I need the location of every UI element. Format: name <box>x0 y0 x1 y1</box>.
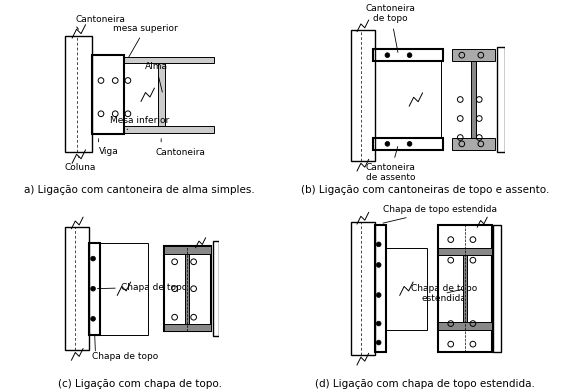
Circle shape <box>407 53 412 58</box>
Text: Alma: Alma <box>145 62 168 92</box>
Text: mesa superior: mesa superior <box>113 24 177 57</box>
Circle shape <box>385 142 390 146</box>
Bar <box>100 243 148 335</box>
Bar <box>452 49 495 62</box>
Bar <box>463 255 467 322</box>
Bar <box>375 225 386 352</box>
Bar <box>164 246 211 254</box>
Bar <box>351 222 375 355</box>
Text: (b) Ligação com cantoneiras de topo e assento.: (b) Ligação com cantoneiras de topo e as… <box>301 185 549 195</box>
Bar <box>65 227 89 351</box>
Circle shape <box>377 340 381 345</box>
Circle shape <box>385 53 390 58</box>
Bar <box>65 36 92 152</box>
Text: Mesa inferior: Mesa inferior <box>110 115 169 129</box>
Circle shape <box>377 262 381 267</box>
Text: Chapa de topo estendida: Chapa de topo estendida <box>383 205 497 223</box>
Circle shape <box>377 292 381 298</box>
Bar <box>375 62 441 138</box>
Bar <box>164 324 211 332</box>
Bar <box>497 47 505 152</box>
Circle shape <box>407 142 412 146</box>
Bar <box>124 126 214 133</box>
Text: (c) Ligação com chapa de topo.: (c) Ligação com chapa de topo. <box>58 379 222 389</box>
Circle shape <box>91 316 95 321</box>
Circle shape <box>91 256 95 261</box>
Text: Cantoneira: Cantoneira <box>75 15 125 24</box>
Bar <box>494 225 502 352</box>
Bar <box>471 62 476 138</box>
Bar <box>124 57 214 63</box>
Bar <box>158 63 165 126</box>
Bar <box>452 138 495 150</box>
Text: Chapa de topo: Chapa de topo <box>98 283 187 292</box>
Text: Cantoneira
de topo: Cantoneira de topo <box>366 4 416 52</box>
Bar <box>89 243 100 335</box>
Bar <box>438 248 492 255</box>
Circle shape <box>377 242 381 247</box>
Text: Chapa de topo
estendida: Chapa de topo estendida <box>411 284 478 303</box>
Bar <box>351 30 375 161</box>
Bar <box>212 241 219 336</box>
Text: Coluna: Coluna <box>65 163 96 172</box>
Circle shape <box>377 321 381 326</box>
Bar <box>92 55 124 134</box>
Text: Chapa de topo: Chapa de topo <box>92 352 158 361</box>
Bar <box>438 322 492 330</box>
Bar <box>386 248 427 330</box>
Text: (d) Ligação com chapa de topo estendida.: (d) Ligação com chapa de topo estendida. <box>316 379 536 389</box>
Text: a) Ligação com cantoneira de alma simples.: a) Ligação com cantoneira de alma simple… <box>25 185 255 195</box>
Circle shape <box>91 286 95 291</box>
Bar <box>164 246 211 332</box>
Bar <box>373 138 443 150</box>
Bar <box>185 254 189 324</box>
Bar <box>438 225 492 352</box>
Text: Cantoneira
de assento: Cantoneira de assento <box>366 147 416 182</box>
Text: Viga: Viga <box>99 147 118 156</box>
Bar <box>373 49 443 62</box>
Text: Cantoneira: Cantoneira <box>156 148 205 157</box>
